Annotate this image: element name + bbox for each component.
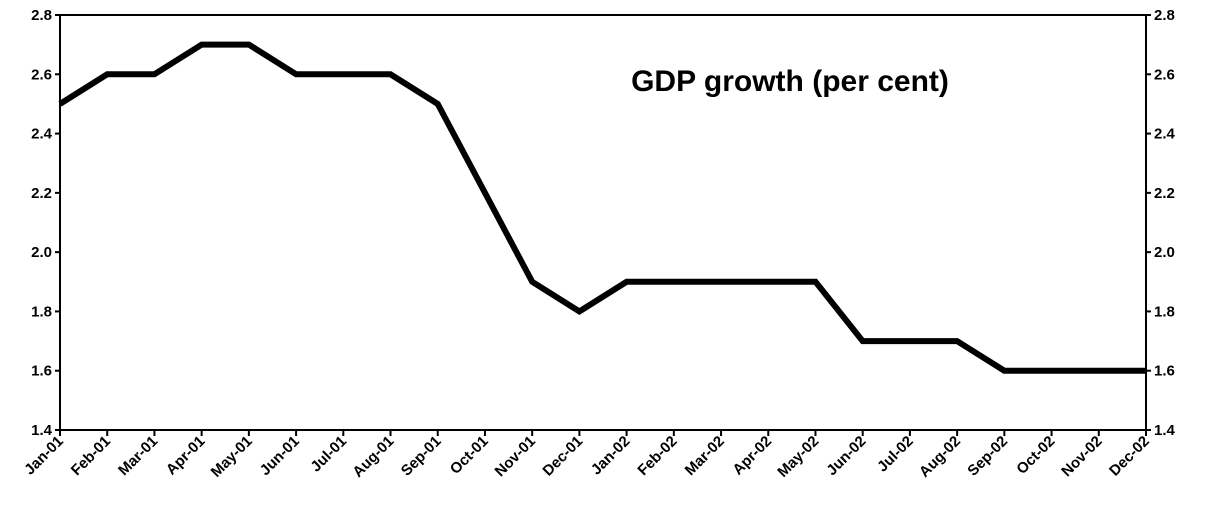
x-tick-label: Jan-01 bbox=[21, 433, 67, 479]
plot-area-frame bbox=[59, 14, 1147, 431]
y-tick-label-left: 1.4 bbox=[31, 422, 53, 439]
x-tick-label: May-02 bbox=[774, 433, 822, 481]
y-tick-label-left: 2.4 bbox=[31, 126, 53, 143]
x-tick-label: Aug-02 bbox=[916, 433, 964, 481]
y-tick-label-right: 1.8 bbox=[1154, 303, 1175, 320]
x-tick-label: Apr-01 bbox=[163, 433, 209, 479]
x-tick-label: Nov-01 bbox=[492, 433, 539, 480]
x-tick-label: Jun-01 bbox=[257, 433, 303, 479]
y-tick-label-right: 2.2 bbox=[1154, 185, 1175, 202]
x-tick-label: Mar-02 bbox=[682, 433, 728, 479]
y-tick-label-right: 2.4 bbox=[1154, 126, 1176, 143]
x-tick-label: Jun-02 bbox=[823, 433, 869, 479]
x-tick-label: Aug-01 bbox=[349, 433, 397, 481]
chart-title: GDP growth (per cent) bbox=[631, 65, 949, 98]
y-tick-label-right: 1.6 bbox=[1154, 363, 1175, 380]
y-tick-label-left: 2.8 bbox=[31, 7, 52, 24]
x-tick-label: Oct-01 bbox=[447, 433, 492, 478]
y-tick-label-right: 2.6 bbox=[1154, 66, 1175, 83]
y-axis-right: 1.4 1.6 1.8 2.0 2.2 2.4 2.6 2.8 bbox=[1146, 7, 1176, 439]
x-tick-label: Mar-01 bbox=[115, 433, 161, 479]
y-axis-left: 1.4 1.6 1.8 2.0 2.2 2.4 2.6 2.8 bbox=[31, 7, 60, 439]
y-tick-label-left: 2.6 bbox=[31, 66, 52, 83]
x-axis: Jan-01 Feb-01 Mar-01 Apr-01 May-01 Jun-01 Jul-… bbox=[21, 430, 1153, 481]
x-tick-label: May-01 bbox=[208, 433, 256, 481]
y-tick-label-right: 2.0 bbox=[1154, 244, 1175, 261]
x-tick-label: Feb-01 bbox=[68, 433, 114, 479]
y-tick-label-left: 1.8 bbox=[31, 303, 52, 320]
x-tick-label: Jan-02 bbox=[588, 433, 634, 479]
series-line bbox=[58, 41, 1146, 374]
x-tick-label: Jul-01 bbox=[307, 433, 350, 476]
y-tick-label-left: 2.2 bbox=[31, 185, 52, 202]
x-tick-label: Feb-02 bbox=[634, 433, 680, 479]
x-tick-label: Nov-02 bbox=[1058, 433, 1105, 480]
x-tick-label: Oct-02 bbox=[1013, 433, 1058, 478]
y-tick-label-right: 2.8 bbox=[1154, 7, 1175, 24]
x-tick-label: Jul-02 bbox=[874, 433, 917, 476]
x-tick-label: Sep-01 bbox=[398, 433, 445, 480]
y-tick-label-left: 1.6 bbox=[31, 363, 52, 380]
x-tick-label: Apr-02 bbox=[729, 433, 775, 479]
x-tick-label: Sep-02 bbox=[964, 433, 1011, 480]
y-tick-label-left: 2.0 bbox=[31, 244, 52, 261]
y-tick-label-right: 1.4 bbox=[1154, 422, 1176, 439]
x-tick-label: Dec-02 bbox=[1106, 433, 1153, 480]
x-tick-label: Dec-01 bbox=[539, 433, 586, 480]
